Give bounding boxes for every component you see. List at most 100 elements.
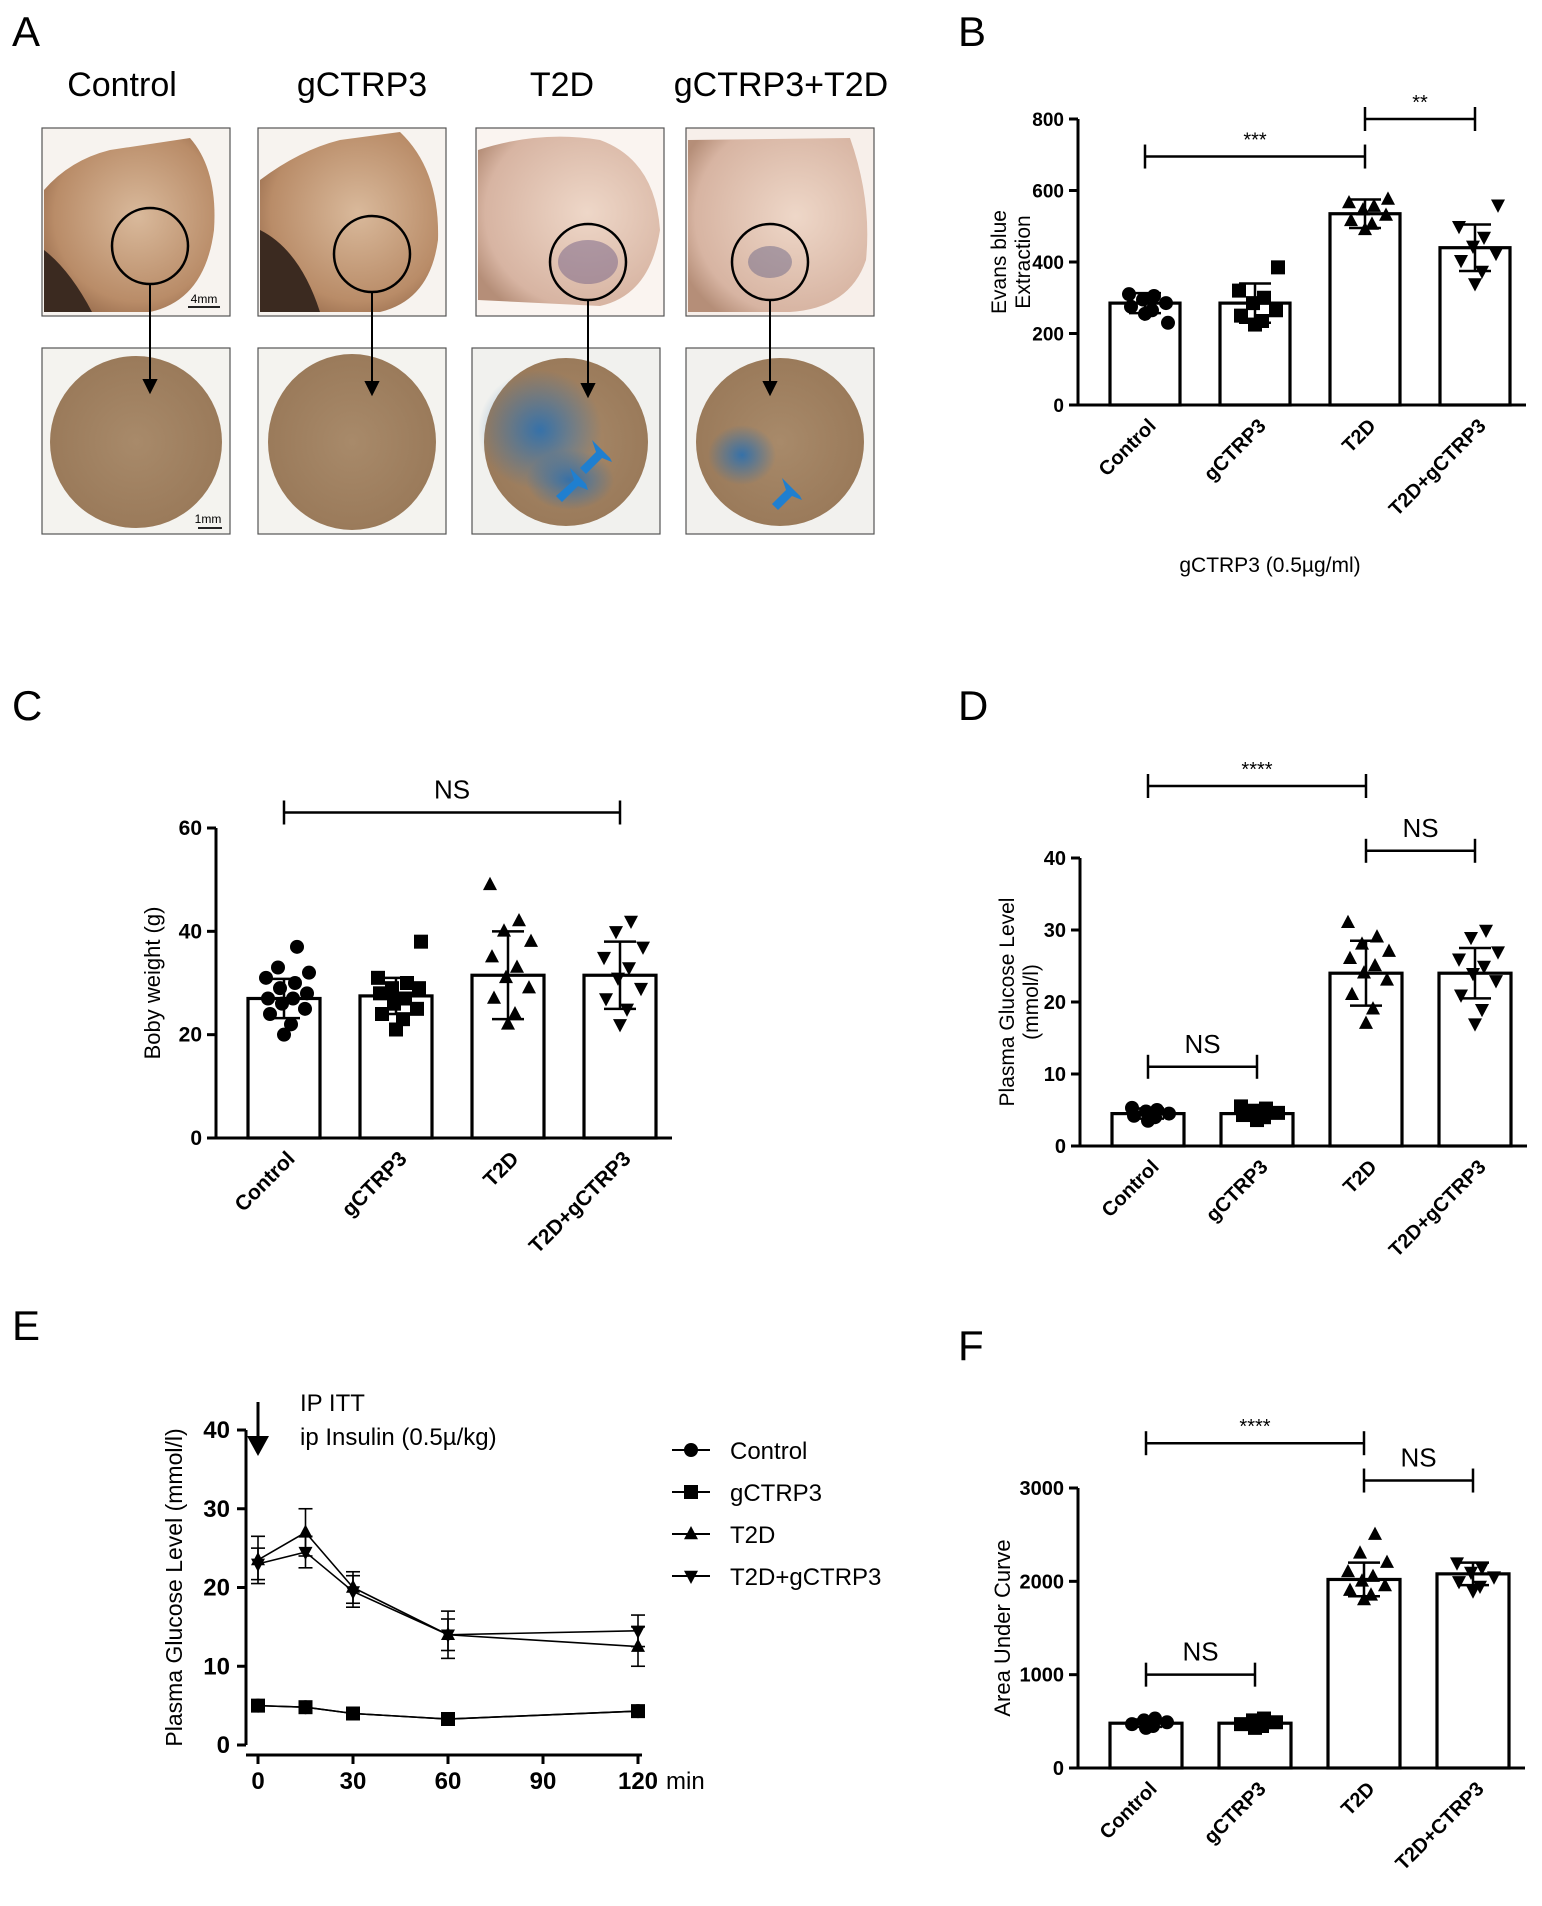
- data-point: [1359, 1015, 1373, 1029]
- disc-photo-t2d: [471, 347, 661, 535]
- y-tick-label: 400: [1032, 253, 1064, 274]
- data-point: [1468, 1018, 1482, 1032]
- panel-letter-f: F: [958, 1322, 984, 1369]
- legend-marker: [684, 1525, 698, 1540]
- data-point: [597, 951, 611, 966]
- significance-label: NS: [434, 775, 470, 805]
- data-point: [624, 915, 638, 930]
- scale-bar-bottom-label: 1mm: [195, 512, 222, 526]
- data-point: [387, 996, 401, 1011]
- y-tick-label: 30: [1044, 920, 1066, 942]
- data-point: [1380, 1554, 1394, 1568]
- data-point: [1475, 1003, 1489, 1018]
- ear-photo-control: 4mm: [41, 127, 231, 317]
- data-point: [298, 1700, 313, 1715]
- data-point: [1343, 1582, 1357, 1596]
- data-point: [1257, 290, 1271, 305]
- data-point: [1381, 191, 1395, 205]
- data-point: [346, 1586, 360, 1600]
- data-point: [1452, 221, 1466, 235]
- data-point: [1368, 1526, 1382, 1540]
- data-point: [634, 982, 648, 997]
- panel-letter-d: D: [958, 682, 988, 729]
- y-tick-label: 0: [217, 1732, 230, 1759]
- data-point: [1269, 303, 1283, 318]
- x-axis-unit: min: [666, 1768, 705, 1795]
- scale-bar-top-label: 4mm: [191, 292, 218, 306]
- data-point: [1344, 212, 1358, 227]
- y-axis-title: Area Under Curve: [990, 1539, 1015, 1716]
- data-point: [1147, 288, 1161, 303]
- data-point: [277, 1027, 291, 1042]
- y-tick-label: 30: [203, 1496, 230, 1523]
- data-point: [1160, 1715, 1174, 1730]
- bar-t2d-ctrp3: [1435, 1572, 1511, 1770]
- x-tick-label: 90: [530, 1768, 557, 1795]
- y-tick-label: 20: [1044, 992, 1066, 1014]
- data-point: [1382, 943, 1396, 957]
- data-point: [631, 1625, 645, 1639]
- data-point: [631, 1704, 645, 1719]
- data-point: [298, 1001, 312, 1016]
- data-point: [1489, 247, 1503, 262]
- bar-t2d: [1328, 212, 1402, 407]
- y-axis-title: Plasma Glucose Level: [996, 898, 1019, 1107]
- data-point: [501, 1016, 515, 1030]
- y-axis-title: Boby weight (g): [140, 907, 165, 1060]
- data-point: [284, 1017, 298, 1032]
- y-tick-label: 600: [1032, 182, 1064, 203]
- data-point: [412, 981, 426, 996]
- data-point: [1343, 950, 1357, 965]
- legend-marker: [684, 1485, 698, 1499]
- data-point: [1380, 972, 1394, 986]
- blue-arrows: [556, 440, 802, 510]
- data-point: [1366, 1001, 1380, 1015]
- legend-marker: [684, 1570, 698, 1585]
- data-point: [1255, 313, 1269, 328]
- y-axis-title: Plasma Glucose Level (mmol/l): [161, 1428, 187, 1746]
- y-tick-label: 1000: [1020, 1665, 1065, 1687]
- insulin-arrow-head: [247, 1436, 269, 1456]
- data-point: [1342, 194, 1356, 209]
- data-point: [441, 1629, 455, 1643]
- x-category-label: T2D: [1338, 415, 1380, 457]
- x-category-label: Control: [1096, 1778, 1162, 1844]
- data-point: [1234, 308, 1248, 323]
- x-category-label: T2D: [1337, 1778, 1379, 1820]
- y-tick-label: 10: [1044, 1064, 1066, 1086]
- y-tick-label: 200: [1032, 325, 1064, 346]
- legend-label: gCTRP3: [730, 1480, 822, 1507]
- data-point: [1353, 1545, 1367, 1559]
- x-category-label: Control: [1095, 415, 1161, 481]
- data-point: [290, 939, 304, 954]
- data-point: [1150, 1103, 1164, 1117]
- x-category-label: T2D: [479, 1147, 523, 1191]
- data-point: [1477, 960, 1491, 975]
- data-point: [1341, 1563, 1355, 1578]
- x-category-label: gCTRP3: [1200, 1778, 1271, 1849]
- x-category-label: T2D+gCTRP3: [525, 1147, 636, 1258]
- data-point: [1468, 278, 1482, 292]
- significance-label: NS: [1182, 1637, 1218, 1667]
- data-point: [275, 996, 289, 1011]
- y-tick-label: 800: [1032, 110, 1064, 131]
- disc-photo-gctrp3-t2d: [685, 347, 875, 535]
- x-category-label: T2D+gCTRP3: [1385, 1156, 1491, 1262]
- significance-label: NS: [1184, 1029, 1220, 1059]
- x-category-label: T2D+gCTRP3: [1385, 415, 1491, 521]
- significance-label: ****: [1241, 759, 1272, 781]
- data-point: [512, 912, 526, 927]
- data-point: [371, 970, 385, 985]
- legend-marker: [684, 1443, 698, 1457]
- y-tick-label: 40: [203, 1417, 230, 1444]
- connector-arrows: [142, 284, 778, 399]
- data-point: [1489, 975, 1503, 989]
- data-point: [271, 960, 285, 975]
- data-point: [1491, 946, 1505, 960]
- bar-t2d: [470, 973, 546, 1140]
- data-point: [1271, 1105, 1285, 1120]
- x-tick-label: 0: [251, 1768, 264, 1795]
- x-tick-label: 30: [340, 1768, 367, 1795]
- y-tick-label: 10: [203, 1653, 230, 1680]
